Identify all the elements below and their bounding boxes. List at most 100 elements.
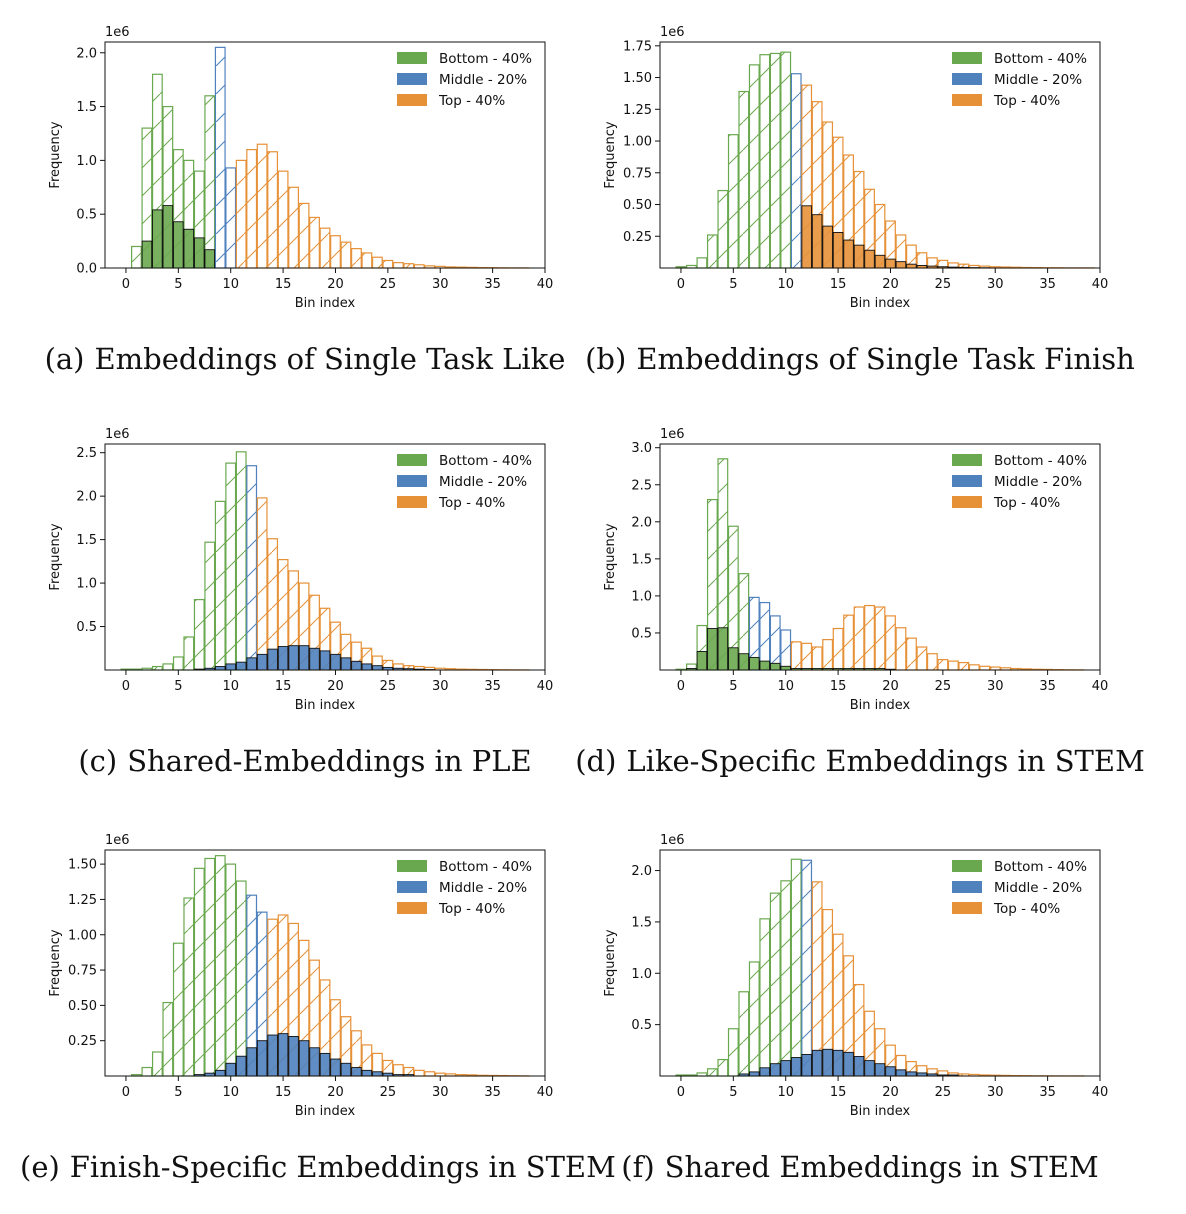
legend-swatch-b-0: [952, 52, 982, 64]
chart-panel-f: 0 5 10 15 20 25 30 35 40 0.5 1.0 1.5 2.0 Bin index Fre…: [575, 818, 1135, 1208]
bar-f-bottom-11: [790, 858, 802, 1077]
inner-bar-c-12: [246, 657, 257, 671]
bar-d-top-14: [822, 639, 834, 671]
bar-d-top-25: [937, 659, 949, 671]
bar-d-top-12: [801, 642, 813, 671]
x-axis-label-b: Bin index: [850, 296, 911, 311]
bar-a-top-27: [403, 263, 415, 269]
x-tick-label-f-5: 5: [729, 1085, 737, 1100]
y-tick-label-b-6: 1.75: [623, 39, 652, 54]
x-tick-label-f-25: 25: [935, 1085, 952, 1100]
bar-e-bottom-11: [235, 880, 247, 1077]
bar-f-middle-12: [801, 859, 813, 1077]
bar-a-top-16: [288, 186, 299, 269]
x-tick-label-e-25: 25: [380, 1085, 397, 1100]
y-axis-label-f: Frequency: [603, 929, 618, 996]
axes-frame-e: [104, 849, 546, 1077]
legend-swatch-e-0: [397, 860, 427, 872]
bar-b-bottom-10: [780, 51, 792, 269]
caption-label-d: (d): [575, 744, 617, 778]
inner-bar-c-20: [330, 653, 341, 671]
inner-bar-b-16: [843, 239, 854, 269]
inner-bar-c-16: [288, 645, 299, 671]
histogram-chart-b: 0 5 10 15 20 25 30 35 40 0.25 0.50 0.75 1.00 1.25 1.50…: [603, 25, 1108, 311]
inner-bar-e-16: [288, 1035, 299, 1077]
bar-a-top-13: [256, 143, 268, 269]
inner-bar-a-7: [204, 249, 216, 269]
x-axis-label-e: Bin index: [295, 1104, 356, 1119]
y-tick-label-e-0: 0.25: [68, 1034, 97, 1049]
inner-bar-b-21: [895, 261, 907, 269]
caption-d: (d) Like-Specific Embeddings in STEM: [575, 744, 1145, 778]
bar-c-bottom-4: [162, 663, 174, 671]
x-tick-label-a-20: 20: [327, 277, 344, 292]
caption-f: (f) Shared Embeddings in STEM: [575, 1150, 1145, 1184]
inner-bar-c-18: [309, 647, 320, 671]
bar-c-bottom-10: [225, 462, 237, 671]
inner-bar-c-9: [214, 666, 226, 671]
inner-bar-c-22: [351, 660, 362, 671]
bar-a-top-12: [246, 149, 258, 269]
histogram-chart-f: 0 5 10 15 20 25 30 35 40 0.5 1.0 1.5 2.0 Bin index Fre…: [603, 833, 1108, 1119]
legend-label-e-0: Bottom - 40%: [439, 859, 532, 875]
bar-f-bottom-7: [748, 961, 760, 1077]
inner-bar-e-12: [246, 1047, 257, 1077]
x-axis-label-d: Bin index: [850, 698, 911, 713]
legend-label-d-0: Bottom - 40%: [994, 453, 1087, 469]
y-tick-label-b-1: 0.50: [623, 198, 652, 213]
axes-frame-a: [104, 41, 546, 269]
y-tick-label-d-3: 2.0: [631, 515, 652, 530]
legend-label-c-1: Middle - 20%: [439, 474, 527, 490]
x-tick-label-f-30: 30: [987, 1085, 1004, 1100]
bar-d-top-13: [811, 646, 823, 671]
inner-bar-e-14: [267, 1034, 278, 1077]
inner-bar-e-20: [330, 1058, 341, 1077]
bar-c-bottom-7: [193, 598, 205, 671]
chart-panel-d: 0 5 10 15 20 25 30 35 40 0.5 1.0 1.5 2.0 2.5 3.0 Bin in…: [575, 412, 1145, 802]
inner-bar-f-22: [906, 1071, 917, 1077]
x-tick-label-d-30: 30: [987, 679, 1004, 694]
inner-bar-f-7: [749, 1071, 760, 1077]
y-tick-label-d-5: 3.0: [631, 441, 652, 456]
legend-label-a-0: Bottom - 40%: [439, 51, 532, 67]
bar-e-bottom-8: [204, 857, 216, 1077]
inner-bar-f-14: [822, 1048, 833, 1077]
inner-bar-f-8: [759, 1067, 771, 1077]
y-tick-label-a-4: 2.0: [76, 46, 97, 61]
x-tick-label-a-40: 40: [537, 277, 554, 292]
legend-swatch-c-1: [397, 475, 427, 487]
inner-bar-f-9: [769, 1063, 781, 1077]
chart-panel-a: 0 5 10 15 20 25 30 35 40 0.0 0.5 1.0 1.5 2.0 Bin index…: [20, 10, 580, 400]
y-tick-label-c-4: 2.5: [76, 446, 97, 461]
bar-e-bottom-7: [193, 867, 205, 1077]
inner-bar-a-2: [152, 209, 163, 269]
x-tick-label-c-30: 30: [432, 679, 449, 694]
y-tick-label-c-2: 1.5: [76, 533, 97, 548]
caption-title-e: Finish-Specific Embeddings in STEM: [69, 1150, 616, 1184]
legend-label-e-2: Top - 40%: [438, 901, 505, 917]
inner-bar-f-21: [895, 1069, 907, 1077]
y-tick-label-b-5: 1.50: [623, 71, 652, 86]
y-tick-label-e-4: 1.25: [68, 893, 97, 908]
legend-swatch-d-2: [952, 496, 982, 508]
bar-c-bottom-6: [183, 636, 195, 671]
bar-a-top-23: [361, 252, 373, 269]
y-tick-label-e-3: 1.00: [68, 928, 97, 943]
inner-bar-f-16: [843, 1051, 854, 1077]
inner-bar-e-18: [309, 1047, 320, 1077]
x-tick-label-a-35: 35: [484, 277, 501, 292]
legend-swatch-b-1: [952, 73, 982, 85]
inner-bar-b-13: [811, 214, 823, 269]
inner-bar-e-13: [256, 1040, 268, 1077]
inner-bar-a-3: [162, 205, 174, 269]
y-tick-label-b-0: 0.25: [623, 230, 652, 245]
x-tick-label-f-0: 0: [677, 1085, 685, 1100]
inner-bar-f-12: [801, 1053, 812, 1077]
bar-b-bottom-2: [696, 257, 708, 269]
bar-b-bottom-4: [717, 189, 729, 269]
y-axis-label-c: Frequency: [48, 523, 63, 590]
bar-f-bottom-4: [717, 1058, 729, 1077]
x-tick-label-e-5: 5: [174, 1085, 182, 1100]
legend-label-b-1: Middle - 20%: [994, 72, 1082, 88]
x-tick-label-b-15: 15: [830, 277, 847, 292]
